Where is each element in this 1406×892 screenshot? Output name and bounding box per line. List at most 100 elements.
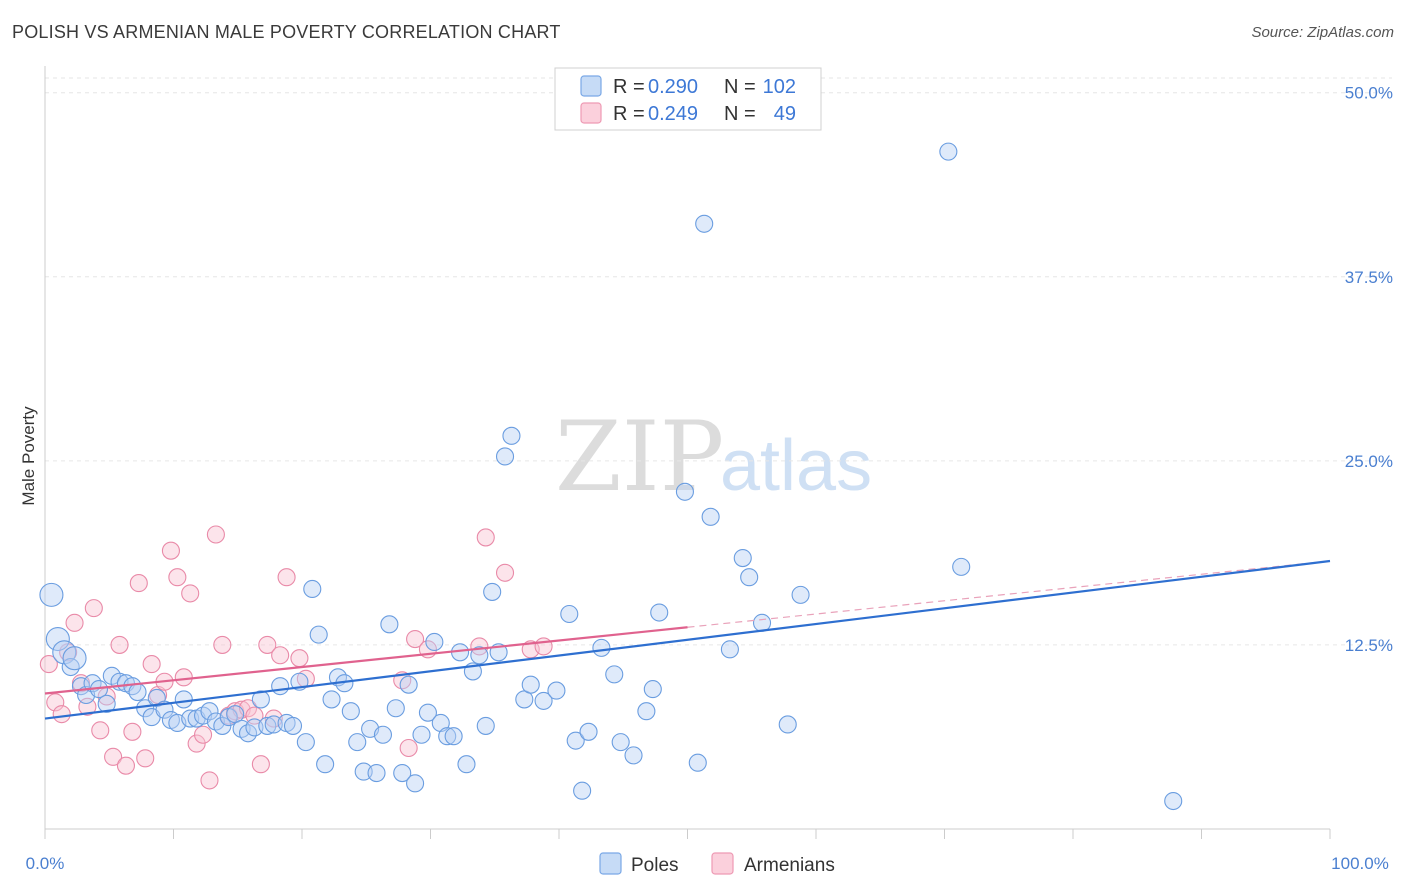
legend-r-value-poles: 0.290 xyxy=(648,76,698,98)
legend-n-value-poles: 102 xyxy=(763,76,796,98)
poles-point xyxy=(45,626,70,652)
poles-point xyxy=(348,733,367,752)
poles-point xyxy=(303,579,322,599)
poles-point xyxy=(271,677,290,696)
poles-point xyxy=(521,675,540,694)
armenians-point xyxy=(476,528,495,547)
armenians-point xyxy=(129,574,148,593)
poles-point xyxy=(1164,791,1183,811)
poles-point xyxy=(213,716,232,735)
poles-point xyxy=(952,557,971,576)
poles-point xyxy=(309,625,328,644)
poles-point xyxy=(476,716,495,735)
armenians-point xyxy=(123,722,142,741)
poles-point xyxy=(560,604,579,624)
poles-point xyxy=(643,680,662,699)
poles-point xyxy=(733,549,752,568)
legend-n-label-poles: N = xyxy=(724,76,756,98)
poles-point xyxy=(128,683,147,702)
armenians-point xyxy=(39,655,58,674)
poles-point xyxy=(579,722,598,741)
armenians-point xyxy=(194,725,213,744)
legend-n-label-armenians: N = xyxy=(724,103,756,125)
poles-point xyxy=(637,702,656,721)
armenians-point xyxy=(110,635,129,654)
watermark-atlas: atlas xyxy=(720,426,872,506)
poles-point xyxy=(573,781,592,800)
poles-point xyxy=(258,716,277,735)
armenians-point xyxy=(46,693,65,712)
armenians-point xyxy=(258,635,277,654)
armenians-point xyxy=(168,568,187,587)
poles-point xyxy=(406,774,425,793)
poles-point xyxy=(457,755,476,774)
legend-n-value-armenians: 49 xyxy=(774,103,796,125)
x-tick-label-max: 100.0% xyxy=(1331,854,1389,873)
poles-point xyxy=(412,725,431,744)
poles-point xyxy=(283,716,303,735)
watermark-zip: ZIP xyxy=(555,401,724,513)
y-tick-labels: 12.5% 25.0% 37.5% 50.0% xyxy=(1345,84,1393,655)
bottom-legend-swatch-armenians xyxy=(711,852,734,875)
armenians-point xyxy=(136,749,155,768)
x-tick-label-min: 0.0% xyxy=(26,854,65,873)
poles-point xyxy=(322,690,341,709)
armenians-point xyxy=(200,771,219,790)
poles-point xyxy=(566,731,585,750)
poles-point xyxy=(174,690,193,709)
armenians-point xyxy=(116,756,136,775)
grid-lines xyxy=(45,77,1392,646)
armenians-trend-extension xyxy=(687,560,1331,628)
poles-point xyxy=(740,568,759,587)
armenians-point xyxy=(406,629,425,649)
poles-point xyxy=(438,727,457,746)
poles-point xyxy=(502,426,521,445)
armenians-point xyxy=(290,649,309,668)
poles-point xyxy=(444,727,463,746)
armenians-point xyxy=(206,525,225,544)
armenians-point xyxy=(104,747,123,766)
bottom-legend-swatch-poles xyxy=(599,852,622,875)
poles-point xyxy=(296,733,315,752)
source-label: Source: ZipAtlas.com xyxy=(1251,24,1394,41)
poles-point xyxy=(547,681,566,700)
poles-point xyxy=(701,507,720,526)
poles-point xyxy=(624,746,643,765)
poles-point xyxy=(495,447,515,466)
armenians-point xyxy=(91,721,110,740)
bottom-legend-label-poles: Poles xyxy=(631,855,679,876)
armenians-point xyxy=(161,541,180,560)
poles-point xyxy=(380,615,399,634)
poles-trend-line xyxy=(44,559,1331,720)
poles-point xyxy=(39,582,64,607)
poles-point xyxy=(341,702,360,721)
poles-point xyxy=(200,702,219,721)
y-axis-label: Male Poverty xyxy=(19,406,38,506)
poles-series xyxy=(39,142,1183,811)
legend-r-value-armenians: 0.249 xyxy=(648,103,698,125)
poles-point xyxy=(373,725,393,744)
poles-point xyxy=(61,657,80,677)
armenians-point xyxy=(399,738,418,758)
poles-point xyxy=(675,482,694,501)
armenians-point xyxy=(187,734,206,753)
poles-point xyxy=(695,214,714,233)
poles-point xyxy=(393,763,412,783)
poles-point xyxy=(316,755,335,774)
poles-point xyxy=(97,694,116,713)
armenians-point xyxy=(213,635,232,654)
poles-point xyxy=(386,699,405,718)
poles-point xyxy=(791,585,810,604)
y-tick-label: 37.5% xyxy=(1345,268,1393,287)
chart-title: POLISH VS ARMENIAN MALE POVERTY CORRELAT… xyxy=(12,22,561,42)
armenians-point xyxy=(84,599,103,618)
correlation-legend: R = 0.290 N = 102 R = 0.249 N = 49 xyxy=(554,67,822,131)
poles-point xyxy=(592,638,611,657)
poles-point xyxy=(483,582,502,601)
poles-point xyxy=(251,690,270,709)
y-tick-label: 12.5% xyxy=(1345,636,1393,655)
legend-swatch-armenians xyxy=(580,102,602,124)
armenians-point xyxy=(174,668,193,687)
poles-point xyxy=(425,632,444,652)
